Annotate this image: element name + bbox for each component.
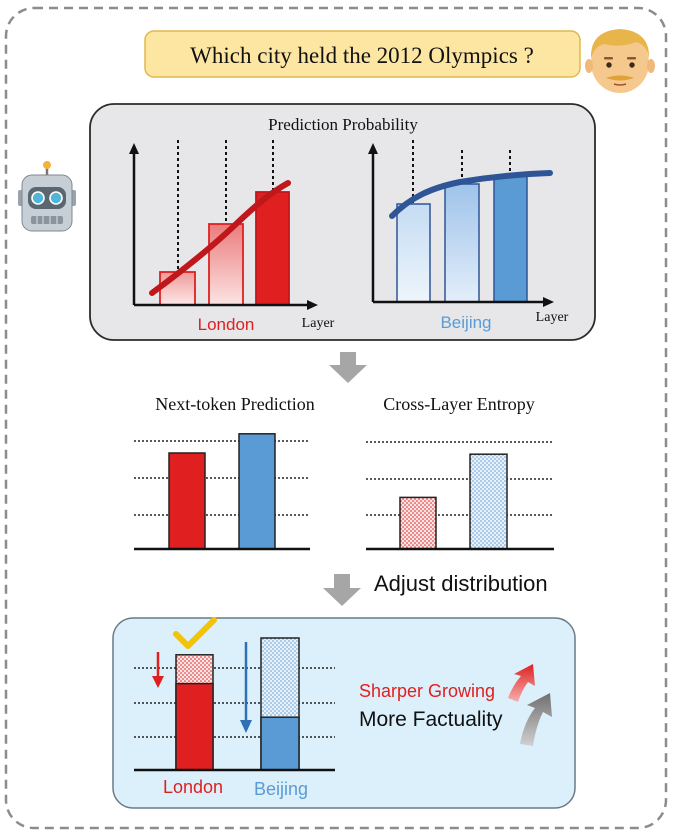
london-label: London	[163, 777, 223, 797]
beijing-layer-bar-3	[493, 175, 528, 303]
london-layer-bar-2	[208, 223, 244, 306]
panel-title: Prediction Probability	[268, 115, 418, 134]
beijing-layer-bar-1	[396, 203, 431, 303]
next-token-bar-london	[168, 452, 206, 550]
london-label: London	[198, 315, 255, 334]
red-up-arrow-icon	[508, 664, 535, 702]
beijing-layer-chart: Beijing Layer	[368, 140, 569, 332]
x-axis-arrowhead	[307, 300, 318, 310]
london-trend-curve	[149, 180, 291, 296]
down-arrow-icon	[152, 652, 164, 688]
down-arrow-icon	[240, 642, 252, 733]
layer-axis-label: Layer	[302, 316, 335, 331]
man-face-icon	[585, 29, 655, 93]
next-token-bar-beijing	[238, 433, 276, 550]
entropy-bar-beijing	[469, 453, 508, 550]
adjusted-distribution-panel: Sharper Growing More Factuality London B…	[112, 617, 576, 809]
entropy-title: Cross-Layer Entropy	[383, 394, 534, 414]
prediction-probability-panel: Prediction Probability London Layer	[89, 103, 596, 341]
down-arrow-icon	[323, 574, 361, 606]
beijing-label: Beijing	[440, 313, 491, 332]
y-axis-arrowhead	[368, 143, 378, 154]
beijing-layer-bar-2	[444, 183, 480, 303]
robot-icon	[18, 161, 76, 232]
check-mark-icon	[173, 617, 217, 649]
cross-layer-entropy-chart: Cross-Layer Entropy	[366, 394, 554, 551]
beijing-adjusted-bar	[260, 716, 300, 771]
question-bubble: Which city held the 2012 Olympics ?	[144, 30, 581, 78]
next-token-prediction-chart: Next-token Prediction	[134, 394, 315, 551]
london-layer-bar-3	[255, 191, 290, 306]
question-text: Which city held the 2012 Olympics ?	[190, 43, 534, 68]
adjust-distribution-label: Adjust distribution	[374, 571, 548, 596]
sharper-growing-label: Sharper Growing	[359, 681, 495, 701]
entropy-bar-london	[399, 496, 437, 550]
gray-up-arrow-icon	[520, 693, 552, 746]
layer-axis-label: Layer	[536, 310, 569, 325]
more-factuality-label: More Factuality	[359, 708, 503, 731]
down-arrow-icon	[329, 352, 367, 383]
x-axis-arrowhead	[543, 297, 554, 307]
next-token-title: Next-token Prediction	[155, 394, 314, 414]
london-layer-chart: London Layer	[129, 140, 335, 334]
y-axis-arrowhead	[129, 143, 139, 154]
beijing-label: Beijing	[254, 779, 308, 799]
beijing-trend-curve	[389, 170, 553, 219]
london-adjusted-bar	[175, 682, 214, 771]
